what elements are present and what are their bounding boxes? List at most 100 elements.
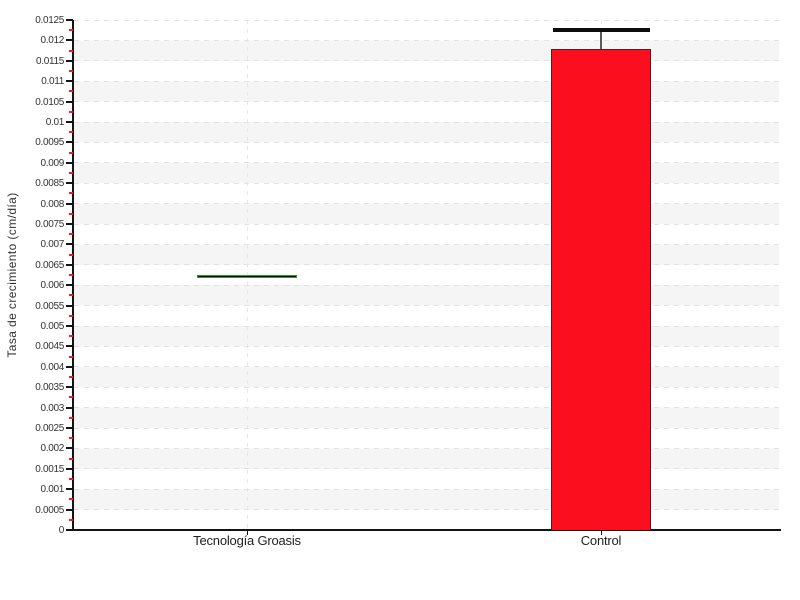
y-axis-minor-tick <box>69 131 73 134</box>
y-axis-major-tick <box>66 325 73 327</box>
y-tick-label: 0.0085 <box>35 178 64 190</box>
y-axis-major-tick <box>66 467 73 470</box>
horizontal-gridline <box>74 80 779 82</box>
x-axis-category-tick <box>246 531 248 535</box>
y-axis-line <box>72 20 74 531</box>
y-axis-major-tick <box>66 386 73 389</box>
y-axis-major-tick <box>66 529 73 531</box>
y-tick-label: 0.0065 <box>35 259 64 271</box>
horizontal-gridline <box>74 386 779 388</box>
y-axis-major-tick <box>66 161 73 164</box>
y-tick-label: 0.0015 <box>35 463 64 475</box>
y-tick-label: 0 <box>58 525 65 536</box>
error-bar-line <box>600 30 602 49</box>
y-axis-minor-tick <box>69 498 73 501</box>
y-tick-label: 0.0125 <box>35 15 64 26</box>
plot-area <box>74 19 779 530</box>
y-tick-label: 0.012 <box>40 35 64 47</box>
horizontal-gridline <box>74 264 779 266</box>
y-axis-major-tick <box>66 263 73 266</box>
horizontal-gridline <box>74 203 779 205</box>
y-tick-label: 0.0025 <box>35 423 64 434</box>
y-tick-label: 0.0035 <box>35 382 64 394</box>
y-tick-label: 0.0105 <box>35 96 64 108</box>
y-axis-major-tick <box>66 284 73 287</box>
error-bar-cap <box>553 28 650 33</box>
horizontal-gridline <box>74 366 779 368</box>
horizontal-gridline <box>74 284 779 286</box>
y-tick-label: 0.0115 <box>35 55 64 67</box>
horizontal-gridline <box>74 121 779 123</box>
y-tick-label: 0.0075 <box>35 219 64 230</box>
horizontal-gridline <box>74 488 779 490</box>
y-axis-major-tick <box>66 488 73 491</box>
horizontal-gridline <box>74 141 779 143</box>
y-axis-minor-tick <box>69 29 73 32</box>
y-axis-minor-tick <box>69 110 73 113</box>
y-axis-minor-tick <box>69 355 73 358</box>
y-axis-minor-tick <box>69 416 73 419</box>
horizontal-gridline <box>74 509 779 511</box>
y-tick-label: 0.001 <box>40 484 64 496</box>
y-axis-major-tick <box>66 365 73 368</box>
y-tick-label: 0.011 <box>41 76 64 88</box>
y-axis-minor-tick <box>69 274 73 276</box>
y-axis-minor-tick <box>69 314 73 317</box>
y-axis-major-tick <box>66 427 73 429</box>
y-tick-label: 0.006 <box>40 280 64 292</box>
y-tick-label: 0.003 <box>40 402 64 414</box>
horizontal-gridline <box>74 60 779 62</box>
y-axis-minor-tick <box>69 49 73 52</box>
y-tick-label: 0.008 <box>40 198 64 210</box>
y-tick-label: 0.002 <box>40 443 64 455</box>
y-axis-minor-tick <box>69 192 73 195</box>
bar-control <box>551 48 651 530</box>
y-axis-minor-tick <box>69 457 73 460</box>
horizontal-gridline <box>74 19 779 21</box>
y-axis-major-tick <box>66 202 73 205</box>
y-axis-minor-tick <box>69 172 73 174</box>
y-axis-major-tick <box>66 80 73 83</box>
bar-groasis-flat-line <box>197 274 297 278</box>
y-axis-minor-tick <box>69 212 73 215</box>
y-axis-major-tick <box>66 406 73 409</box>
horizontal-gridline <box>74 407 779 409</box>
y-tick-label: 0.004 <box>40 361 64 373</box>
y-axis-minor-tick <box>69 518 73 521</box>
horizontal-gridline <box>74 345 779 347</box>
y-axis-major-tick <box>66 121 73 123</box>
y-axis-minor-tick <box>69 253 73 256</box>
y-tick-label: 0.0055 <box>35 300 64 312</box>
horizontal-gridline <box>74 162 779 164</box>
y-axis-minor-tick <box>69 396 73 399</box>
y-axis-major-tick <box>66 19 73 21</box>
y-axis-minor-tick <box>69 233 73 236</box>
x-axis-line <box>72 529 781 531</box>
y-axis-minor-tick <box>69 151 73 154</box>
horizontal-gridline <box>74 39 779 41</box>
y-tick-label: 0.009 <box>40 157 64 169</box>
y-axis-major-tick <box>66 182 73 185</box>
y-axis-major-tick <box>66 243 73 246</box>
x-axis-category-tick <box>600 531 602 535</box>
y-axis-minor-tick <box>69 437 73 440</box>
horizontal-gridline <box>74 427 779 429</box>
horizontal-gridline <box>74 223 779 225</box>
y-axis-minor-tick <box>69 478 73 480</box>
y-axis-major-tick <box>66 39 73 42</box>
y-axis-minor-tick <box>69 335 73 338</box>
x-category-label: Tecnología Groasis <box>193 533 301 548</box>
y-tick-label: 0.005 <box>40 321 64 332</box>
horizontal-gridline <box>74 305 779 307</box>
horizontal-gridline <box>74 101 779 103</box>
horizontal-gridline <box>74 325 779 327</box>
y-tick-label: 0.01 <box>45 117 65 128</box>
y-axis-major-tick <box>66 304 73 307</box>
y-axis-major-tick <box>66 447 73 450</box>
horizontal-gridline <box>74 447 779 449</box>
y-axis-major-tick <box>66 223 73 225</box>
x-category-label: Control <box>580 533 622 548</box>
y-tick-label: 0.0095 <box>35 137 64 149</box>
y-axis-title: Tasa de crecimiento (cm/día) <box>5 192 19 358</box>
